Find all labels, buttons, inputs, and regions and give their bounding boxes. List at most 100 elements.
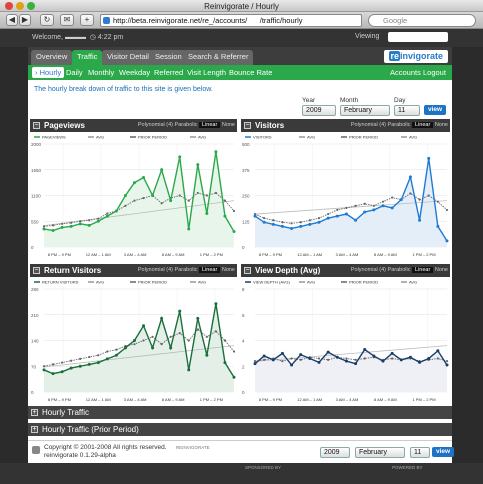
- trend-linear[interactable]: Linear: [412, 267, 434, 273]
- primary-data-point: [372, 354, 376, 358]
- collapse-icon[interactable]: −: [33, 122, 40, 129]
- prior-data-point: [169, 335, 172, 338]
- subnav-bounce-rate[interactable]: Bounce Rate: [229, 68, 273, 77]
- legend-label: PRIOR PERIOD: [349, 135, 378, 140]
- primary-data-point: [205, 212, 209, 216]
- close-window-icon[interactable]: [5, 2, 13, 10]
- footer-day-select[interactable]: 11: [410, 447, 430, 458]
- prior-data-point: [354, 204, 357, 207]
- accounts-link[interactable]: Accounts: [390, 68, 421, 77]
- minimize-window-icon[interactable]: [16, 2, 24, 10]
- logout-link[interactable]: Logout: [423, 68, 446, 77]
- view-button[interactable]: view: [424, 105, 447, 115]
- expand-icon[interactable]: +: [31, 409, 38, 416]
- forward-arrow-icon[interactable]: ▶: [19, 14, 31, 26]
- subnav-referred[interactable]: Referred: [154, 68, 184, 77]
- expand-icon[interactable]: +: [31, 426, 38, 433]
- subnav-daily[interactable]: Daily: [66, 68, 83, 77]
- primary-data-point: [132, 339, 136, 342]
- page-description: The hourly break down of traffic to this…: [34, 86, 213, 93]
- address-bar[interactable]: http://beta.reinvigorate.net/re_/account…: [100, 14, 362, 27]
- prior-series-line: [43, 192, 235, 227]
- trend-poly[interactable]: Polynomial (4): [137, 122, 174, 128]
- trend-linear[interactable]: Linear: [199, 267, 221, 273]
- subnav-monthly[interactable]: Monthly: [88, 68, 115, 77]
- y-tick-label: 500: [242, 142, 250, 147]
- trend-parabolic[interactable]: Parabolic: [174, 267, 198, 273]
- trend-options: Polynomial (4) Parabolic Linear None: [138, 267, 235, 273]
- content-area: The hourly break down of traffic to this…: [28, 80, 455, 463]
- primary-data-point: [214, 150, 218, 154]
- subnav-visit-length[interactable]: Visit Length: [187, 68, 227, 77]
- primary-data-point: [78, 222, 82, 226]
- prior-data-point: [133, 199, 136, 202]
- trend-none[interactable]: None: [434, 267, 448, 273]
- tab-overview[interactable]: Overview: [31, 50, 73, 65]
- trend-none[interactable]: None: [434, 122, 448, 128]
- hourly-traffic-section[interactable]: + Hourly Traffic: [28, 406, 452, 419]
- primary-data-point: [169, 199, 173, 203]
- primary-data-point: [427, 156, 431, 160]
- add-tab-icon[interactable]: +: [80, 14, 94, 26]
- x-tick-label: 3 AM – 4 AM: [336, 397, 359, 402]
- prior-data-point: [409, 192, 412, 195]
- footer-month-select[interactable]: February: [355, 447, 405, 458]
- main-area: Overview Traffic Visitor Detail Session …: [28, 47, 455, 463]
- primary-data-point: [253, 214, 257, 218]
- primary-data-point: [308, 357, 312, 361]
- prior-data-point: [151, 335, 154, 338]
- footer-view-button[interactable]: view: [432, 447, 455, 457]
- visitors-chart: 500 375 250 125 0 VISITORS AVG PRIOR PERIOD AVG 8…: [242, 135, 449, 257]
- trend-parabolic[interactable]: Parabolic: [387, 267, 411, 273]
- month-select[interactable]: February: [340, 105, 390, 116]
- trend-parabolic[interactable]: Parabolic: [174, 122, 198, 128]
- collapse-icon[interactable]: −: [244, 122, 251, 129]
- legend-label: PRIOR PERIOD: [349, 280, 378, 285]
- subnav-weekday[interactable]: Weekday: [119, 68, 151, 77]
- main-tabs: Overview Traffic Visitor Detail Session …: [28, 47, 452, 65]
- trend-parabolic[interactable]: Parabolic: [387, 122, 411, 128]
- day-select[interactable]: 11: [394, 105, 420, 116]
- trend-none[interactable]: None: [221, 122, 235, 128]
- prior-data-point: [436, 357, 439, 360]
- trend-poly[interactable]: Polynomial (4): [350, 122, 387, 128]
- trend-linear[interactable]: Linear: [412, 122, 434, 128]
- year-select[interactable]: 2009: [302, 105, 336, 116]
- reinvigorate-logo[interactable]: reinvigorate: [384, 50, 448, 63]
- tab-search-referrer[interactable]: Search & Referrer: [183, 50, 254, 65]
- trend-none[interactable]: None: [221, 267, 235, 273]
- trend-linear[interactable]: Linear: [199, 122, 221, 128]
- bookmark-icon[interactable]: ✉: [60, 14, 74, 26]
- site-selector[interactable]: [388, 32, 448, 42]
- collapse-icon[interactable]: −: [33, 267, 40, 274]
- reload-icon[interactable]: ↻: [40, 14, 54, 26]
- trend-line: [43, 200, 235, 227]
- primary-data-point: [132, 181, 136, 185]
- bottom-bar: SPONSORED BY POWERED BY: [0, 463, 483, 484]
- tab-visitor-detail[interactable]: Visitor Detail: [102, 50, 154, 65]
- series-area: [44, 303, 234, 392]
- subnav-hourly[interactable]: › Hourly: [32, 67, 65, 78]
- footer-year-select[interactable]: 2009: [320, 447, 350, 458]
- hourly-traffic-prior-section[interactable]: + Hourly Traffic (Prior Period): [28, 423, 452, 436]
- primary-data-point: [408, 175, 412, 179]
- zoom-window-icon[interactable]: [27, 2, 35, 10]
- tab-session[interactable]: Session: [150, 50, 187, 65]
- tab-traffic[interactable]: Traffic: [72, 50, 103, 65]
- y-tick-label: 0: [31, 245, 34, 250]
- collapse-icon[interactable]: −: [244, 267, 251, 274]
- primary-data-point: [390, 206, 394, 210]
- return-visitors-chart: 280 210 140 70 0 RETURN VISITORS AVG PRIOR PERI…: [31, 280, 236, 402]
- trend-poly[interactable]: Polynomial (4): [350, 267, 387, 273]
- primary-data-point: [114, 353, 118, 357]
- prior-data-point: [391, 357, 394, 360]
- primary-data-point: [399, 198, 403, 202]
- trend-poly[interactable]: Polynomial (4): [137, 267, 174, 273]
- search-field[interactable]: Google: [368, 14, 476, 27]
- back-arrow-icon[interactable]: ◀: [6, 14, 18, 26]
- primary-data-point: [60, 225, 64, 229]
- prior-data-point: [187, 199, 190, 202]
- primary-data-point: [445, 363, 449, 367]
- prior-data-point: [88, 355, 91, 359]
- footer-logo-icon: [32, 446, 40, 454]
